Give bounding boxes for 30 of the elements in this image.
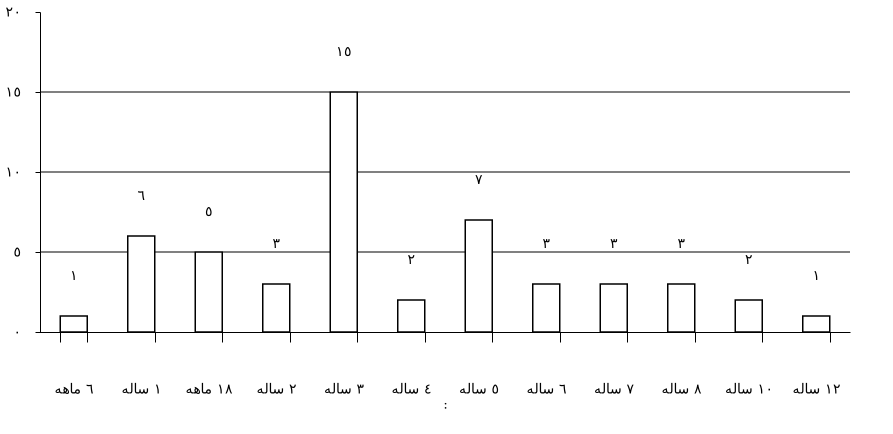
y-tick-label: ٥ [14, 244, 22, 260]
x-tick-label: ١٠ ساله [725, 382, 774, 398]
data-label: ٣ [610, 236, 618, 252]
data-label: ١ [812, 268, 820, 284]
data-label: ١٥ [336, 44, 352, 60]
data-label: ١ [70, 268, 78, 284]
data-label: ٦ [137, 188, 146, 204]
x-tick-label: ٦ ساله [526, 382, 567, 398]
data-label: ٥ [204, 204, 213, 220]
data-label: ٢ [407, 252, 416, 268]
data-label: ٧ [474, 172, 483, 188]
x-tick-label: ١٢ ساله [792, 382, 841, 398]
data-label: ٢ [744, 252, 753, 268]
x-tick-label: ٨ ساله [662, 382, 702, 398]
y-tick-label: ٢٠ [6, 4, 22, 20]
x-axis-title: : [443, 398, 448, 412]
y-tick-label: ١٠ [6, 164, 22, 180]
data-label: ٣ [542, 236, 550, 252]
x-tick-label: ٦ ماهه [54, 382, 94, 398]
x-tick-label: ١ ساله [122, 382, 162, 398]
x-tick-label: ٤ ساله [392, 382, 432, 398]
x-tick-label: ٣ ساله [324, 382, 364, 398]
y-tick-label: ١٥ [6, 84, 22, 100]
x-tick-label: ١٨ ماهه [186, 382, 233, 398]
data-label: ٣ [677, 236, 686, 252]
x-tick-label: ٢ ساله [256, 382, 297, 398]
x-tick-label: ٧ ساله [594, 382, 634, 398]
x-tick-label: ٥ ساله [459, 382, 500, 398]
data-label: ٣ [272, 236, 280, 252]
y-tick-label: ٠ [14, 324, 22, 340]
